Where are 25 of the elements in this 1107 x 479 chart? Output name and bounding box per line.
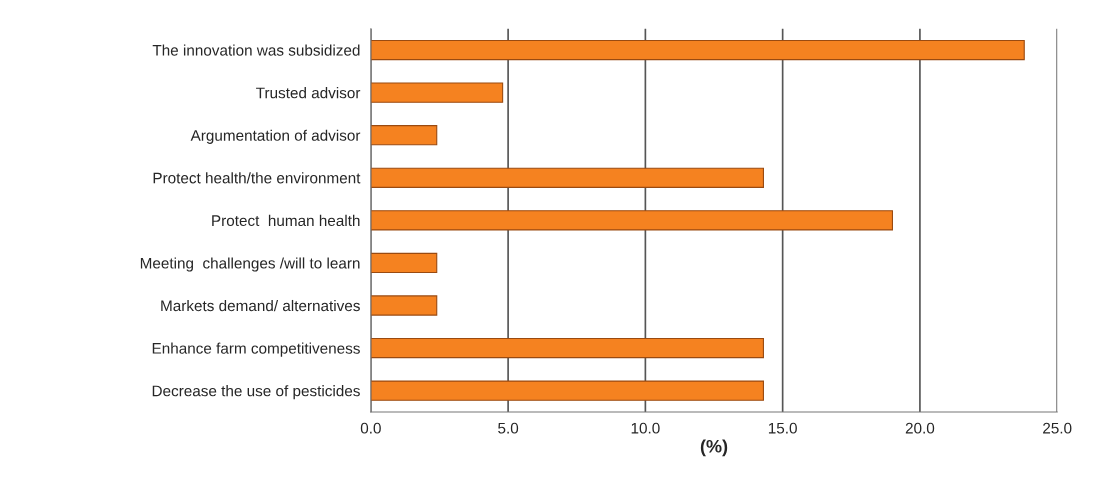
bar [370, 125, 438, 146]
x-tick-label: 10.0 [631, 422, 660, 434]
y-tick-label: Trusted advisor [256, 87, 361, 99]
y-tick-label: Protect human health [212, 214, 360, 227]
bar [370, 295, 438, 316]
bar [370, 39, 1025, 61]
x-tick-label: 15.0 [768, 422, 797, 434]
y-tick-label: Enhance farm competitiveness [152, 342, 360, 357]
bar [370, 210, 894, 231]
bar [370, 82, 504, 103]
bar [370, 337, 764, 359]
y-tick-label: Decrease the use of pesticides [152, 385, 360, 400]
bar [370, 380, 764, 401]
y-tick-label: Meeting challenges /will to learn [140, 257, 360, 272]
x-tick-label: 20.0 [905, 422, 935, 434]
y-tick-label: Argumentation of advisor [190, 129, 361, 144]
y-tick-label: The innovation was subsidized [152, 44, 360, 56]
x-tick-label: 0.0 [360, 422, 381, 434]
y-tick-label: Markets demand/ alternatives [161, 299, 360, 312]
x-tick-label: 25.0 [1043, 422, 1072, 434]
y-tick-label: Protect health/the environment [153, 172, 361, 184]
x-axis-title: (%) [700, 439, 728, 457]
bar [370, 167, 764, 188]
x-tick-label: 5.0 [498, 422, 519, 434]
bar [370, 252, 438, 274]
